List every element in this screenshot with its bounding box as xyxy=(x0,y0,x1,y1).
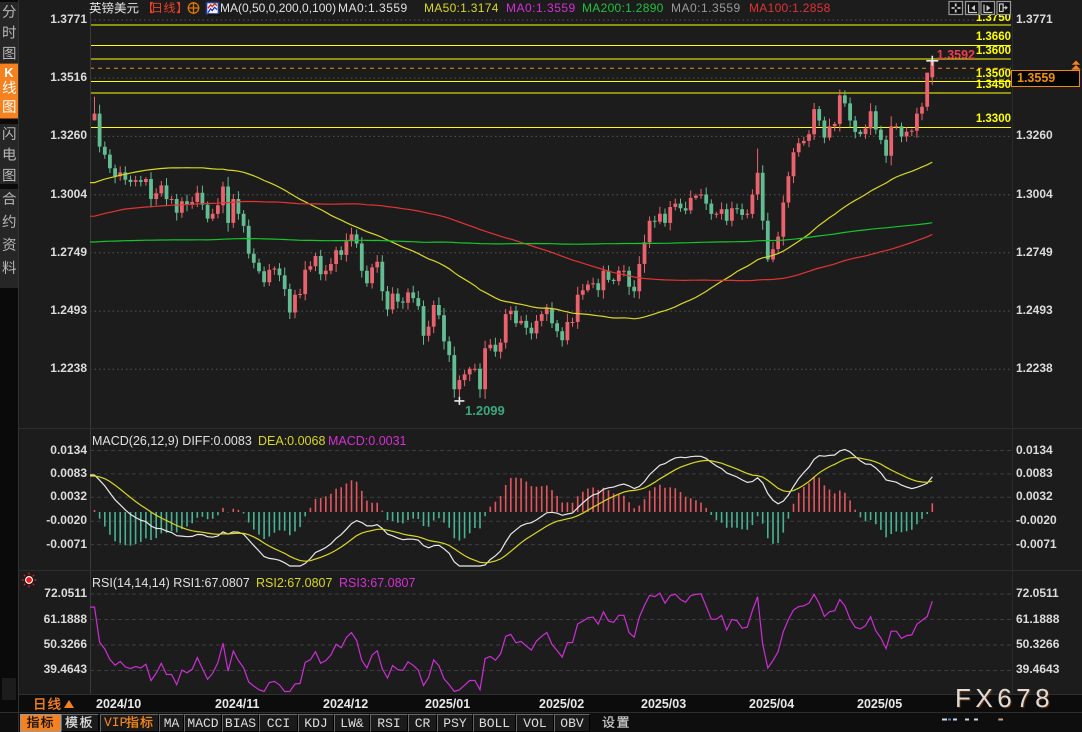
svg-text:K: K xyxy=(4,65,14,80)
